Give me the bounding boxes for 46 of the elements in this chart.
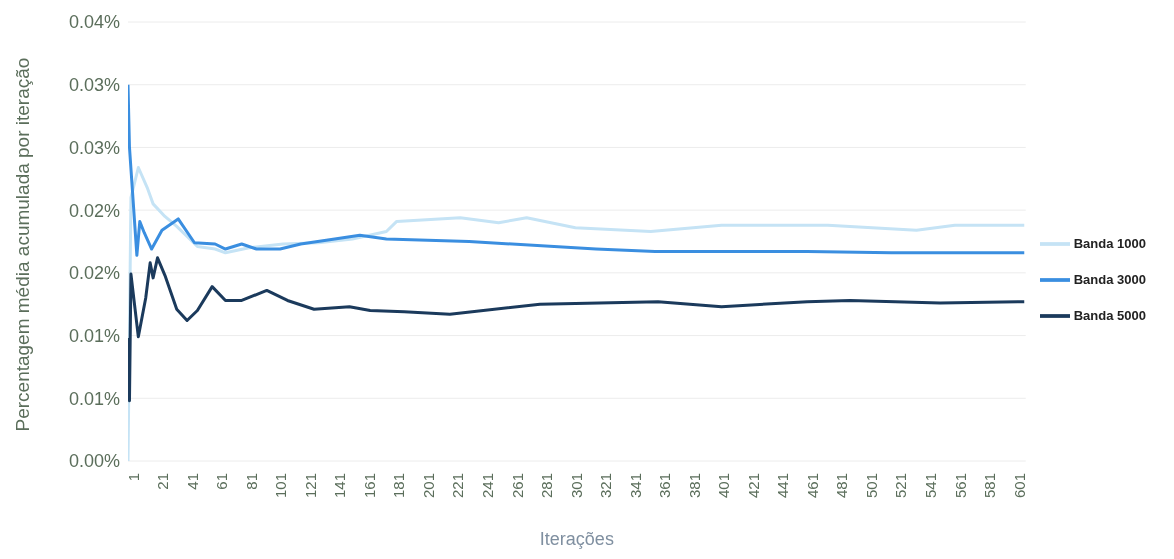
legend-label: Banda 5000 <box>1073 307 1146 323</box>
x-tick-label: 181 <box>390 473 408 499</box>
x-tick-label: 361 <box>656 473 674 499</box>
x-tick-label: 301 <box>567 473 585 499</box>
y-tick-label: 0.03% <box>68 137 120 158</box>
y-tick-label: 0.03% <box>68 75 120 96</box>
x-tick-label: 101 <box>272 473 290 499</box>
x-tick-label: 61 <box>213 473 231 490</box>
x-tick-label: 321 <box>597 473 615 499</box>
x-tick-label: 561 <box>951 473 969 499</box>
x-tick-label: 381 <box>685 473 703 499</box>
x-tick-label: 161 <box>360 473 378 499</box>
x-tick-label: 221 <box>449 473 467 499</box>
x-tick-label: 141 <box>331 473 349 499</box>
y-tick-label: 0.00% <box>68 451 120 472</box>
x-axis-title: Iterações <box>539 529 614 549</box>
y-axis-title: Percentagem média acumulada por iteração <box>11 57 33 432</box>
y-tick-label: 0.02% <box>68 200 120 221</box>
x-tick-label: 121 <box>301 473 319 499</box>
legend-label: Banda 3000 <box>1073 271 1146 287</box>
x-tick-label: 501 <box>862 473 880 499</box>
x-tick-label: 601 <box>1010 473 1028 499</box>
y-tick-label: 0.02% <box>68 263 120 284</box>
x-tick-label: 581 <box>981 473 999 499</box>
x-tick-label: 401 <box>715 473 733 499</box>
x-tick-label: 241 <box>479 473 497 499</box>
line-series <box>128 83 1026 257</box>
x-tick-label: 521 <box>892 473 910 499</box>
legend-label: Banda 1000 <box>1073 235 1146 251</box>
x-tick-label: 201 <box>419 473 437 499</box>
x-tick-label: 341 <box>626 473 644 499</box>
x-tick-label: 41 <box>183 473 201 490</box>
x-tick-label: 441 <box>774 473 792 499</box>
x-tick-label: 421 <box>744 473 762 499</box>
x-tick-label: 541 <box>921 473 939 499</box>
x-tick-label: 81 <box>242 473 260 490</box>
x-tick-label: 281 <box>538 473 556 499</box>
x-tick-label: 261 <box>508 473 526 499</box>
x-tick-label: 1 <box>124 473 142 482</box>
y-tick-label: 0.01% <box>68 388 120 409</box>
x-tick-label: 21 <box>154 473 172 490</box>
y-tick-label: 0.04% <box>68 12 120 33</box>
x-tick-label: 461 <box>803 473 821 499</box>
x-tick-label: 481 <box>833 473 851 499</box>
line-series <box>128 256 1026 403</box>
y-tick-label: 0.01% <box>68 325 120 346</box>
